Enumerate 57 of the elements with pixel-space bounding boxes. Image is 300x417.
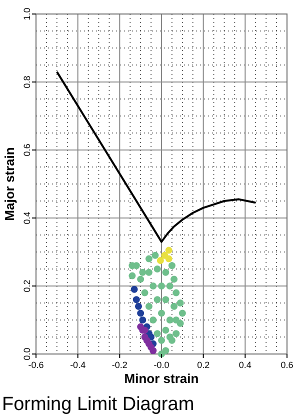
x-tick-label: -0.2	[112, 360, 128, 370]
y-tick-label: 0.6	[22, 144, 32, 156]
point	[145, 302, 152, 310]
point	[166, 334, 174, 340]
point	[141, 289, 148, 296]
point	[156, 257, 164, 264]
point	[172, 330, 180, 338]
point	[134, 302, 142, 310]
point	[176, 300, 184, 306]
x-tick-label: 0.6	[280, 360, 294, 370]
line-series	[56, 70, 257, 243]
y-axis-title: Major strain	[2, 147, 17, 221]
point	[170, 302, 178, 310]
point	[158, 282, 165, 290]
point	[150, 282, 157, 290]
point	[130, 286, 138, 293]
point	[172, 316, 180, 324]
point	[145, 268, 152, 276]
y-tick-label: 1.0	[22, 8, 32, 20]
point	[178, 310, 186, 317]
point	[150, 316, 157, 324]
point	[166, 282, 174, 290]
point	[145, 255, 152, 262]
point	[165, 255, 172, 262]
point	[158, 336, 165, 344]
point	[150, 347, 157, 354]
y-tick-label: 0.4	[22, 212, 32, 224]
point	[154, 330, 161, 338]
point	[139, 268, 146, 276]
point	[165, 246, 172, 254]
text: Forming Limit Diagram	[2, 394, 194, 415]
point	[162, 296, 170, 304]
y-tick-label: 0.0	[22, 348, 32, 360]
x-tick-label: -0.6	[28, 360, 44, 370]
point	[172, 289, 180, 296]
point	[154, 266, 161, 272]
x-tick-label: -0.4	[70, 360, 86, 370]
x-tick-label: -0.0	[154, 360, 170, 370]
point	[139, 316, 146, 324]
x-tick-label: 0.2	[197, 360, 210, 370]
point	[170, 276, 178, 283]
point	[154, 296, 161, 304]
point	[132, 296, 140, 304]
point	[152, 252, 159, 259]
x-tick-label: 0.4	[238, 360, 252, 370]
point	[158, 310, 165, 317]
y-tick-label: 0.8	[22, 76, 32, 88]
x-axis-title: Minor strain	[124, 371, 199, 386]
point	[137, 276, 144, 283]
y-tick-label: 0.2	[22, 280, 32, 292]
point	[158, 350, 165, 358]
point	[162, 326, 170, 334]
point	[168, 262, 176, 270]
point	[137, 310, 144, 317]
point	[128, 272, 136, 280]
point	[166, 316, 174, 324]
point	[162, 268, 170, 276]
